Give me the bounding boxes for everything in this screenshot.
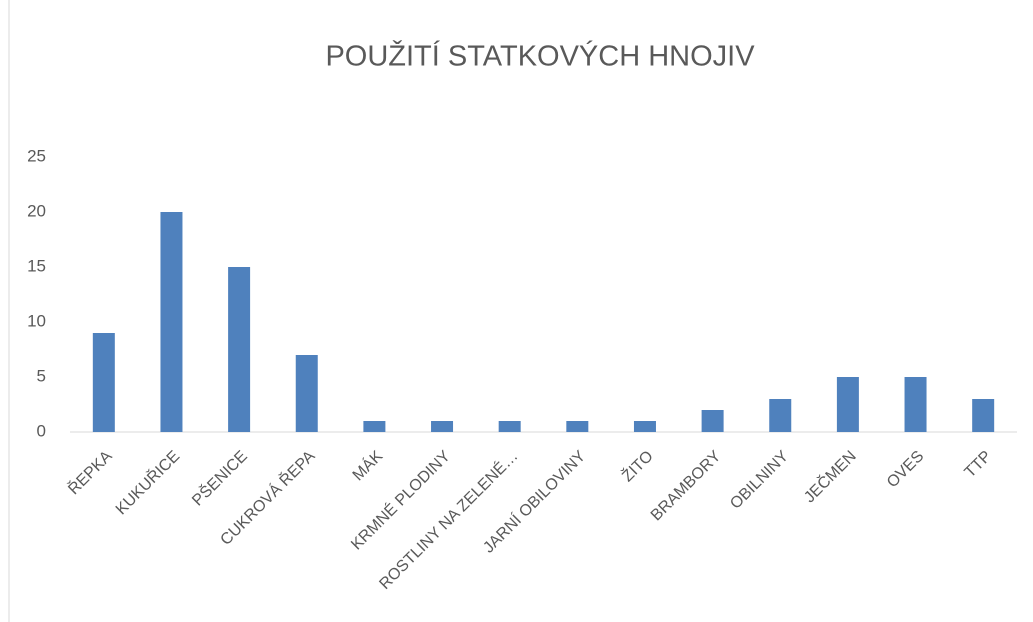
chart-title: POUŽITÍ STATKOVÝCH HNOJIV [325,40,755,73]
x-tick-label: OVES [884,448,927,491]
bar [701,410,724,432]
x-tick-label: ŘEPKA [64,446,116,498]
chart-border [8,0,10,622]
x-tick-label: MÁK [348,446,386,484]
y-tick-label: 15 [27,256,46,275]
x-tick-label: TTP [962,448,995,481]
bar [769,399,792,432]
bar [836,377,859,432]
bar [92,333,115,432]
x-tick-label: ROSTLINY NA ZELENÉ… [375,446,522,593]
bar [431,421,454,432]
bar [160,212,183,432]
y-tick-label: 10 [27,311,46,330]
y-tick-label: 25 [27,146,46,165]
x-tick-label: KUKUŘICE [111,446,183,518]
bar [295,355,318,432]
bar [566,421,589,432]
x-tick-label: OBILNINY [727,448,792,513]
bar [972,399,995,432]
bar [633,421,656,432]
bar [498,421,521,432]
bar [363,421,386,432]
x-tick-label: JEČMEN [800,446,860,506]
x-tick-label: PŠENICE [188,446,251,509]
y-tick-label: 5 [37,366,46,385]
y-tick-label: 20 [27,201,46,220]
bar [904,377,927,432]
bar [228,267,251,432]
y-tick-label: 0 [37,421,46,440]
x-tick-label: ŽITO [618,446,657,485]
x-tick-label: BRAMBORY [648,448,725,525]
